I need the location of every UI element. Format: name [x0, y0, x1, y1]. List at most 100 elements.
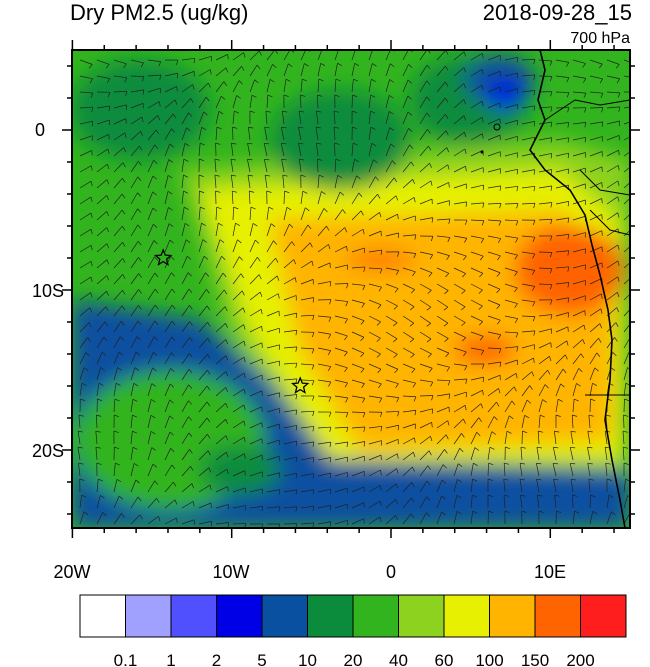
wind-barb — [521, 315, 536, 322]
wind-barb — [283, 223, 294, 237]
wind-barb — [351, 411, 366, 418]
wind-barb — [147, 272, 159, 285]
wind-barb — [436, 200, 450, 206]
wind-barb — [555, 122, 570, 128]
wind-barb — [232, 206, 239, 221]
wind-barb — [317, 174, 324, 189]
wind-barb — [283, 94, 289, 109]
wind-barb — [572, 510, 580, 525]
wind-barb — [606, 228, 620, 237]
wind-barb — [164, 86, 178, 93]
wind-barb — [215, 289, 228, 301]
wind-barb — [334, 503, 348, 510]
wind-barb — [589, 511, 598, 525]
wind-barb — [470, 53, 484, 61]
wind-barb — [368, 78, 376, 93]
wind-barb — [181, 239, 191, 253]
wind-barb — [470, 363, 485, 369]
wind-barb — [214, 174, 220, 189]
wind-barb — [147, 351, 158, 365]
wind-barb — [79, 135, 93, 141]
wind-barb — [249, 79, 259, 93]
wind-barb — [79, 165, 93, 173]
wind-barb — [232, 505, 247, 511]
wind-barb — [96, 148, 110, 157]
wind-barb — [334, 487, 348, 494]
wind-barb — [538, 414, 545, 429]
wind-barb — [147, 383, 157, 397]
wind-barb — [519, 462, 526, 477]
wind-barb — [504, 219, 519, 226]
wind-barb — [181, 127, 191, 141]
wind-barb — [606, 120, 621, 127]
wind-barb — [96, 512, 107, 525]
wind-barb — [536, 462, 542, 477]
wind-barb — [419, 299, 432, 311]
wind-barb — [249, 342, 263, 349]
colorbar-label: 2 — [212, 651, 221, 667]
wind-barb — [521, 169, 536, 175]
wind-barb — [453, 463, 463, 477]
wind-barb — [487, 388, 501, 397]
wind-barb — [351, 175, 361, 189]
wind-barb — [130, 446, 138, 461]
wind-barb — [536, 446, 542, 461]
wind-barb — [181, 337, 193, 349]
wind-barb — [249, 471, 263, 477]
wind-barb — [79, 228, 93, 237]
wind-barb — [368, 63, 377, 77]
wind-barb — [164, 352, 175, 365]
wind-barb — [436, 331, 449, 343]
wind-barb — [487, 478, 493, 493]
wind-barb — [79, 367, 89, 381]
wind-barb — [300, 190, 308, 205]
wind-barb — [283, 456, 298, 463]
wind-barb — [198, 484, 212, 493]
wind-barb — [368, 469, 382, 477]
wind-barb — [113, 147, 127, 157]
wind-barb — [147, 463, 157, 477]
wind-barb — [232, 222, 240, 237]
wind-barb — [113, 162, 126, 173]
wind-barb — [436, 235, 451, 243]
wind-barb — [572, 199, 586, 205]
wind-barb — [215, 142, 221, 157]
wind-barb — [181, 321, 193, 333]
wind-barb — [283, 259, 297, 269]
wind-barb — [317, 441, 332, 448]
wind-barb — [589, 494, 596, 509]
station-star-2 — [290, 376, 310, 394]
wind-barb — [96, 367, 105, 381]
wind-barb — [249, 505, 264, 512]
x-tick-20w: 20W — [53, 562, 90, 582]
wind-barb — [181, 255, 192, 269]
wind-barb — [504, 251, 518, 260]
wind-barb — [215, 190, 221, 205]
colorbar-label: 10 — [298, 651, 317, 667]
wind-barb — [164, 399, 174, 413]
wind-barb — [317, 78, 324, 93]
wind-barb — [521, 58, 536, 65]
wind-barb — [537, 494, 543, 509]
wind-barb — [334, 78, 341, 93]
wind-barb — [521, 219, 536, 226]
map-datetime: 2018-09-28_15 — [482, 0, 632, 25]
wind-barb — [181, 112, 193, 125]
wind-barb — [419, 180, 433, 189]
wind-barb — [79, 398, 86, 413]
wind-barb — [300, 441, 315, 447]
y-tick-0: 0 — [35, 120, 45, 140]
wind-barb — [130, 479, 140, 493]
colorbar-swatch — [216, 594, 263, 638]
wind-barb — [538, 299, 553, 305]
wind-barb — [181, 519, 195, 525]
wind-barb — [164, 415, 174, 429]
wind-barb — [520, 494, 526, 509]
wind-barb — [521, 299, 536, 307]
wind-barb — [402, 409, 417, 416]
wind-barb — [317, 472, 332, 479]
wind-barb — [368, 126, 376, 141]
wind-barb — [79, 352, 90, 365]
wind-barb — [130, 289, 142, 301]
wind-barb — [589, 75, 603, 84]
